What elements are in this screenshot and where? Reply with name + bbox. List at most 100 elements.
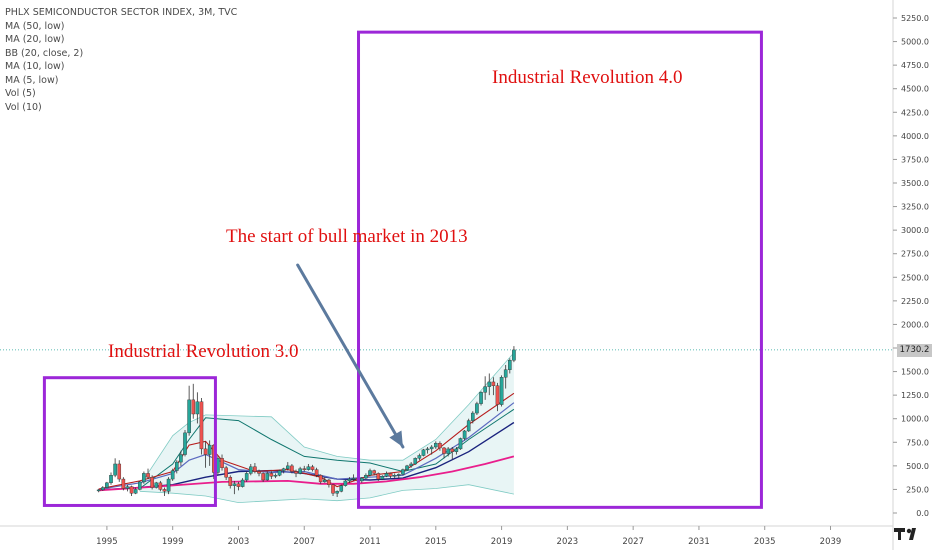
indicator-ma50: MA (50, low)	[5, 20, 65, 32]
candle-body	[154, 482, 159, 488]
y-tick-label: 250.0	[906, 485, 929, 494]
candle-body	[113, 463, 117, 476]
candle-body	[302, 468, 307, 470]
ir3-label: Industrial Revolution 3.0	[108, 341, 299, 362]
y-tick-label: 2000.0	[901, 320, 929, 329]
candle-body	[228, 476, 233, 486]
ir4-label: Industrial Revolution 4.0	[492, 67, 683, 88]
candle-body	[327, 479, 331, 485]
candle-body	[220, 458, 224, 468]
candle-body	[405, 465, 409, 470]
candle-body	[174, 461, 179, 471]
y-tick-label: 4250.0	[901, 108, 929, 117]
candle-body	[142, 473, 146, 483]
y-tick-label: 4500.0	[901, 85, 929, 94]
candle-body	[331, 484, 335, 494]
candle-body	[421, 449, 426, 456]
candle-body	[281, 468, 286, 471]
y-tick-label: 3000.0	[901, 226, 929, 235]
ir3-box	[42, 376, 217, 507]
y-tick-label: 2250.0	[901, 297, 929, 306]
candle-body	[475, 403, 479, 414]
candle-body	[117, 463, 122, 480]
candle-body	[487, 381, 492, 387]
bb-basis-line	[139, 408, 515, 489]
candle-body	[503, 369, 508, 378]
candle-body	[183, 432, 187, 455]
indicator-ma10: MA (10, low)	[5, 61, 65, 72]
tradingview-logo[interactable]	[893, 526, 925, 546]
chart-title: PHLX SEMICONDUCTOR SECTOR INDEX, 3M, TVC	[5, 7, 238, 18]
candle-body	[343, 480, 348, 486]
bb-fill	[139, 352, 514, 503]
y-tick-label: 4000.0	[901, 132, 929, 141]
x-tick-label: 2027	[622, 537, 644, 547]
candle-body	[257, 471, 261, 474]
arrow-head	[389, 430, 403, 447]
candle-body	[483, 386, 487, 393]
y-tick-label: 5000.0	[901, 38, 929, 47]
price-axis	[893, 0, 932, 550]
candle-body	[339, 485, 344, 492]
candle-body	[442, 447, 446, 454]
candle-body	[277, 470, 282, 476]
candle-body	[166, 478, 171, 492]
candle-body	[364, 475, 368, 479]
candle-body	[462, 430, 467, 439]
candle-body	[397, 474, 401, 476]
y-tick-label: 2500.0	[901, 273, 929, 282]
candle-body	[314, 469, 319, 476]
candle-body	[224, 467, 228, 478]
ir4-box	[357, 30, 763, 509]
y-tick-label: 3500.0	[901, 179, 929, 188]
candle-body	[388, 473, 393, 477]
candle-body	[368, 470, 372, 476]
candle-body	[323, 479, 327, 483]
candle-body	[417, 455, 422, 459]
chart-legend: PHLX SEMICONDUCTOR SECTOR INDEX, 3M, TVC…	[5, 6, 237, 114]
candle-body	[508, 360, 512, 370]
y-tick-label: 1250.0	[901, 391, 929, 400]
x-tick-label: 2035	[754, 537, 776, 547]
candle-body	[285, 465, 290, 469]
bb-lower-line	[139, 484, 514, 504]
y-tick-label: 5250.0	[901, 14, 929, 23]
ma10-line	[98, 402, 515, 490]
x-tick-label: 2011	[359, 537, 381, 547]
candle-body	[125, 486, 130, 489]
candle-body	[146, 473, 150, 478]
candle-body	[273, 475, 278, 477]
candle-body	[512, 349, 516, 361]
candle-body	[199, 401, 204, 450]
current-price-tag: 1730.2	[897, 344, 932, 357]
candle-body	[162, 489, 167, 492]
x-tick-label: 1999	[162, 537, 184, 547]
candle-body	[310, 466, 315, 470]
candle-body	[248, 466, 253, 474]
candle-body	[253, 466, 257, 472]
arrow-line	[296, 263, 405, 449]
indicator-ma5: MA (5, low)	[5, 74, 59, 86]
candle-body	[105, 482, 109, 488]
candle-body	[434, 443, 438, 448]
candle-body	[290, 465, 294, 472]
candle-body	[372, 470, 376, 474]
candle-body	[244, 473, 249, 481]
bull-market-label: The start of bull market in 2013	[226, 226, 468, 247]
y-tick-label: 4750.0	[901, 61, 929, 70]
candle-body	[203, 448, 208, 455]
candle-body	[454, 448, 459, 452]
candle-body	[499, 377, 504, 405]
candle-body	[429, 446, 434, 450]
candle-body	[298, 468, 302, 474]
y-tick-label: 750.0	[906, 438, 929, 447]
candle-body	[446, 448, 450, 454]
y-tick-label: 500.0	[906, 462, 929, 471]
candle-body	[479, 392, 483, 404]
candle-body	[232, 483, 237, 486]
candle-body	[409, 463, 413, 467]
candle-body	[401, 469, 405, 475]
candle-body	[450, 448, 455, 452]
candle-body	[380, 476, 385, 480]
